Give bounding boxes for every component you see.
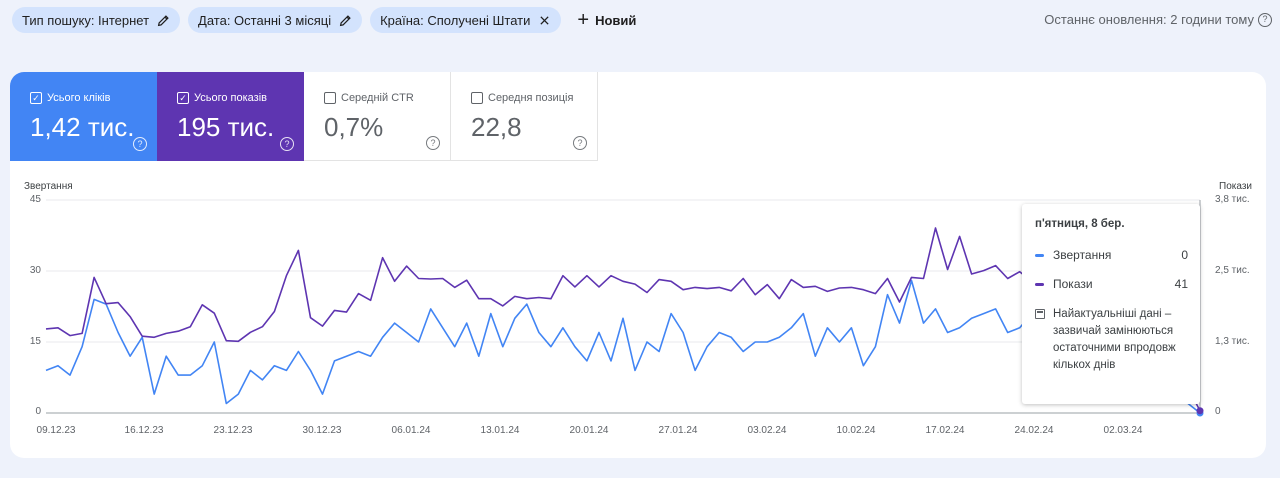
metric-label: Середня позиція (488, 92, 574, 104)
series-line-impressions (45, 227, 1201, 412)
tooltip-date: п'ятниця, 8 бер. (1035, 218, 1125, 230)
close-icon[interactable] (538, 14, 551, 27)
right-axis-title: Покази (1219, 181, 1252, 192)
series-swatch (1035, 253, 1044, 257)
metric-label-row: Середній CTR (324, 92, 414, 104)
tooltip-note-text: Найактуальніші дані – зазвичай замінюють… (1053, 308, 1176, 371)
metric-average-position[interactable]: Середня позиція 22,8 ? (451, 72, 598, 161)
plus-icon: + (577, 9, 590, 31)
new-filter-label: Новий (595, 12, 637, 28)
tooltip-series-value: 0 (1181, 248, 1188, 262)
metric-label: Усього кліків (47, 92, 111, 104)
x-tick-label: 20.01.24 (569, 425, 609, 436)
x-tick-label: 02.03.24 (1103, 425, 1143, 436)
left-tick-label: 30 (29, 265, 41, 276)
metric-value: 1,42 тис. (30, 112, 135, 142)
tooltip-row-clicks: Звертання 0 (1035, 248, 1188, 262)
metric-label-row: ✓ Усього кліків (30, 92, 110, 104)
help-icon[interactable]: ? (573, 136, 587, 150)
checkbox-unchecked-icon[interactable] (471, 92, 483, 104)
x-tick-label: 17.02.24 (925, 425, 965, 436)
filter-chip-search-type[interactable]: Тип пошуку: Інтернет (12, 7, 181, 33)
pencil-icon[interactable] (157, 14, 170, 27)
checkbox-checked-icon[interactable]: ✓ (177, 92, 189, 104)
metric-label: Середній CTR (341, 92, 414, 104)
x-tick-label: 06.01.24 (391, 425, 431, 436)
hover-point (1196, 407, 1204, 415)
pencil-icon[interactable] (339, 14, 352, 27)
help-icon[interactable]: ? (426, 136, 440, 150)
help-icon[interactable]: ? (133, 137, 147, 151)
x-tick-label: 16.12.23 (124, 425, 164, 436)
left-tick-label: 15 (29, 336, 41, 347)
tooltip-row-impressions: Покази 41 (1035, 277, 1188, 291)
x-tick-label: 10.02.24 (836, 425, 876, 436)
right-tick-label: 3,8 тис. (1215, 194, 1250, 205)
x-tick-label: 03.02.24 (747, 425, 787, 436)
metric-label-row: Середня позиція (471, 92, 573, 104)
chart-tooltip: п'ятниця, 8 бер. Звертання 0 Покази 41 Н… (1022, 204, 1200, 404)
x-tick-label: 24.02.24 (1014, 425, 1054, 436)
metric-value: 0,7% (324, 112, 384, 142)
tooltip-note: Найактуальніші дані – зазвичай замінюють… (1035, 306, 1181, 374)
series-swatch (1035, 282, 1044, 286)
right-tick-label: 0 (1215, 406, 1221, 417)
metric-total-impressions[interactable]: ✓ Усього показів 195 тис. ? (157, 72, 304, 161)
right-tick-label: 1,3 тис. (1215, 336, 1250, 347)
metric-label: Усього показів (194, 92, 267, 104)
help-icon[interactable]: ? (280, 137, 294, 151)
filter-chip-label: Країна: Сполучені Штати (380, 12, 531, 28)
calendar-icon (1035, 309, 1045, 319)
tooltip-series-name: Звертання (1053, 248, 1112, 262)
left-axis-title: Звертання (24, 181, 73, 192)
filter-chip-country[interactable]: Країна: Сполучені Штати (370, 7, 562, 33)
metric-average-ctr[interactable]: Середній CTR 0,7% ? (304, 72, 451, 161)
filter-bar: Тип пошуку: Інтернет Дата: Останні 3 міс… (12, 7, 636, 33)
last-update-text: Останнє оновлення: 2 години тому (1044, 12, 1254, 27)
checkbox-checked-icon[interactable]: ✓ (30, 92, 42, 104)
series-line-clicks (45, 279, 1201, 414)
x-tick-label: 23.12.23 (213, 425, 253, 436)
filter-chip-label: Дата: Останні 3 місяці (198, 12, 332, 28)
left-tick-label: 0 (35, 406, 41, 417)
performance-card: ✓ Усього кліків 1,42 тис. ? ✓ Усього пок… (10, 72, 1266, 458)
metric-tabs: ✓ Усього кліків 1,42 тис. ? ✓ Усього пок… (10, 72, 598, 161)
metric-label-row: ✓ Усього показів (177, 92, 267, 104)
last-update-status: Останнє оновлення: 2 години тому ? (1044, 12, 1272, 27)
checkbox-unchecked-icon[interactable] (324, 92, 336, 104)
metric-value: 195 тис. (177, 112, 275, 142)
new-filter-button[interactable]: + Новий (577, 10, 636, 30)
filter-chip-label: Тип пошуку: Інтернет (22, 12, 150, 28)
left-tick-label: 45 (29, 194, 41, 205)
metric-value: 22,8 (471, 112, 522, 142)
right-tick-label: 2,5 тис. (1215, 265, 1250, 276)
x-tick-label: 27.01.24 (658, 425, 698, 436)
x-tick-label: 09.12.23 (36, 425, 76, 436)
help-icon[interactable]: ? (1258, 12, 1272, 27)
x-tick-label: 30.12.23 (302, 425, 342, 436)
tooltip-series-name: Покази (1053, 277, 1093, 291)
performance-line-chart[interactable] (10, 72, 1266, 458)
x-tick-label: 13.01.24 (480, 425, 520, 436)
filter-chip-date[interactable]: Дата: Останні 3 місяці (188, 7, 363, 33)
tooltip-series-value: 41 (1174, 277, 1188, 291)
metric-total-clicks[interactable]: ✓ Усього кліків 1,42 тис. ? (10, 72, 157, 161)
